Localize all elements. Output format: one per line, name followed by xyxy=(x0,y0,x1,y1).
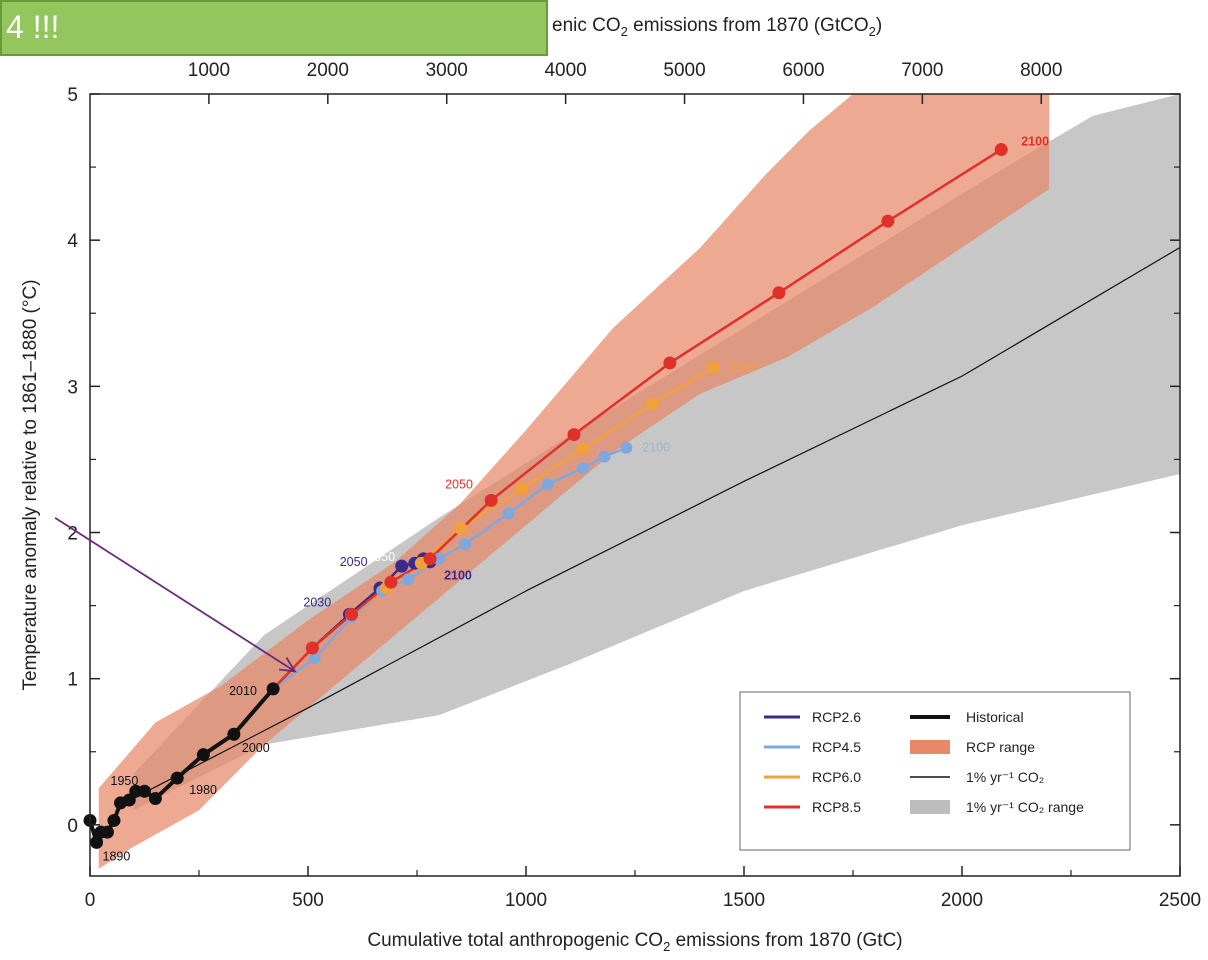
data-point xyxy=(384,575,398,589)
y-tick-label: 1 xyxy=(67,670,78,691)
x-tick-label: 2000 xyxy=(941,890,983,911)
data-point xyxy=(994,143,1008,157)
data-point xyxy=(196,748,210,762)
point-label: 2050 xyxy=(367,550,395,564)
band-rcp-range xyxy=(98,94,1050,869)
data-point xyxy=(663,356,677,370)
data-point xyxy=(515,482,529,496)
top-tick-label: 7000 xyxy=(901,60,943,81)
top-tick-label: 4000 xyxy=(544,60,586,81)
top-tick-label: 6000 xyxy=(782,60,824,81)
legend-label: 1% yr⁻¹ CO₂ xyxy=(966,769,1044,785)
annotation-arrow xyxy=(54,517,296,673)
y-tick-label: 5 xyxy=(67,85,78,106)
data-point xyxy=(90,835,104,849)
x-tick-label: 1000 xyxy=(505,890,547,911)
data-point xyxy=(620,441,633,454)
data-point xyxy=(138,784,151,798)
legend-label: RCP range xyxy=(966,739,1035,755)
data-point xyxy=(706,360,720,374)
data-point xyxy=(345,607,359,621)
point-label: 2100 xyxy=(444,569,472,583)
legend-swatch xyxy=(910,800,950,814)
data-point xyxy=(645,397,659,411)
data-point xyxy=(454,521,468,535)
legend-label: RCP6.0 xyxy=(812,769,861,785)
point-label: 2000 xyxy=(242,741,270,755)
top-axis-label: enic CO2 emissions from 1870 (GtCO2) xyxy=(552,15,882,39)
x-tick-label: 1500 xyxy=(723,890,765,911)
data-point xyxy=(170,771,184,785)
y-tick-label: 2 xyxy=(67,524,78,545)
point-label: 1980 xyxy=(189,783,217,797)
legend-label: RCP2.6 xyxy=(812,709,861,725)
top-tick-label: 1000 xyxy=(188,60,230,81)
annotation-arrowhead xyxy=(278,657,297,673)
data-point xyxy=(502,507,515,520)
data-point xyxy=(266,682,280,696)
point-label: 1950 xyxy=(111,774,139,788)
legend-label: RCP8.5 xyxy=(812,799,861,815)
y-axis-label: Temperature anomaly relative to 1861–188… xyxy=(20,279,41,690)
point-label: 2030 xyxy=(303,595,331,609)
data-point xyxy=(576,442,590,456)
point-label: 2050 xyxy=(445,477,473,491)
data-point xyxy=(541,478,554,491)
x-tick-label: 2500 xyxy=(1159,890,1201,911)
data-point xyxy=(576,462,589,475)
top-tick-label: 2000 xyxy=(307,60,349,81)
top-tick-label: 5000 xyxy=(663,60,705,81)
x-tick-label: 0 xyxy=(85,890,96,911)
legend-label: RCP4.5 xyxy=(812,739,861,755)
data-point xyxy=(402,573,415,586)
legend-label: 1% yr⁻¹ CO₂ range xyxy=(966,799,1084,815)
legend-label: Historical xyxy=(966,709,1024,725)
point-label: 2010 xyxy=(229,684,257,698)
data-point xyxy=(148,792,162,806)
data-point xyxy=(598,450,611,463)
data-point xyxy=(100,825,114,839)
top-tick-label: 8000 xyxy=(1020,60,1062,81)
data-point xyxy=(227,727,241,741)
data-point xyxy=(484,493,498,507)
point-label: 2100 xyxy=(642,441,670,455)
point-label: 2100 xyxy=(729,360,757,374)
data-point xyxy=(881,214,895,228)
x-tick-label: 500 xyxy=(292,890,324,911)
data-point xyxy=(308,652,321,665)
data-point xyxy=(772,286,786,300)
callout-banner: 4 !!! xyxy=(0,0,548,56)
data-point xyxy=(567,428,581,442)
data-point xyxy=(458,538,471,551)
y-tick-label: 0 xyxy=(67,816,78,837)
y-tick-label: 3 xyxy=(67,377,78,398)
legend-swatch xyxy=(910,740,950,754)
series-line-1-yr-co- xyxy=(115,246,1180,808)
y-tick-label: 4 xyxy=(67,231,78,252)
x-axis-label: Cumulative total anthropogenic CO2 emiss… xyxy=(367,930,902,954)
data-point xyxy=(423,552,437,566)
top-tick-label: 3000 xyxy=(426,60,468,81)
data-point xyxy=(395,559,409,573)
data-point xyxy=(107,813,121,827)
point-label: 1890 xyxy=(103,849,131,863)
data-point xyxy=(305,641,319,655)
point-label: 2050 xyxy=(340,555,368,569)
point-label: 2100 xyxy=(1021,135,1049,149)
